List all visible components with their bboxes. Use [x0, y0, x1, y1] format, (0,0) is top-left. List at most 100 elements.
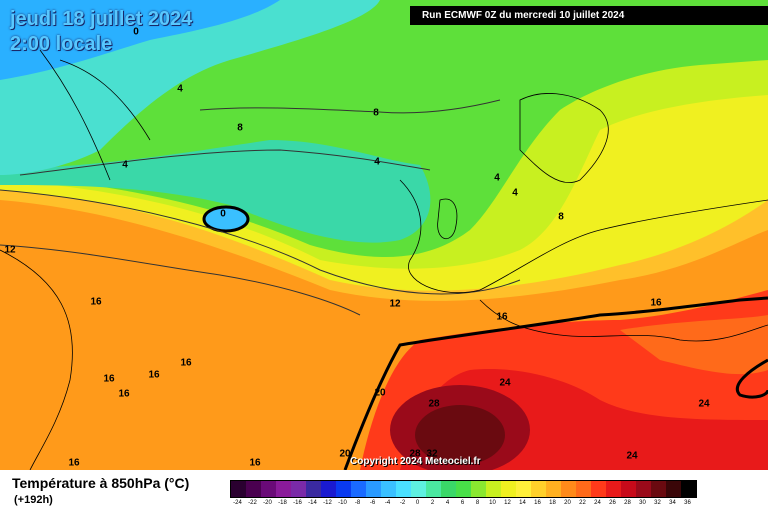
coastline-scandinavia — [519, 93, 609, 183]
map-label: 4 — [512, 187, 518, 199]
coastline-british-isles — [437, 198, 458, 240]
isotherm-16 — [0, 244, 361, 316]
map-label: 0 — [220, 208, 226, 220]
map-label: 24 — [698, 398, 710, 410]
isotherm-4 — [19, 149, 431, 176]
model-run-label: Run ECMWF 0Z du mercredi 10 juillet 2024 — [410, 6, 768, 25]
coastline-mediterranean — [479, 299, 768, 342]
color-scale-tick: -2 — [399, 500, 406, 506]
color-swatch — [366, 481, 381, 497]
map-label: 8 — [373, 107, 379, 119]
color-scale-tick: 0 — [415, 500, 420, 506]
color-scale-tick: 8 — [475, 500, 480, 506]
color-swatch — [291, 481, 306, 497]
color-swatch — [486, 481, 501, 497]
map-label: 12 — [389, 298, 401, 310]
coastline-americas — [0, 249, 73, 470]
color-scale-tick: -20 — [263, 500, 272, 506]
color-scale-tick: 10 — [489, 500, 496, 506]
color-scale-tick: -18 — [278, 500, 287, 506]
isotherm-12 — [0, 189, 521, 295]
map-label: 28 — [428, 398, 440, 410]
map-label: 4 — [494, 172, 500, 184]
isotherm-8 — [199, 99, 501, 114]
field-4 — [0, 140, 431, 243]
color-swatch — [666, 481, 681, 497]
color-scale-tick: -12 — [323, 500, 332, 506]
color-swatch — [321, 481, 336, 497]
map-label: 16 — [249, 457, 261, 469]
color-swatch — [261, 481, 276, 497]
color-scale-tick: 26 — [609, 500, 616, 506]
color-scale-tick: 6 — [460, 500, 465, 506]
color-scale-tick: 24 — [594, 500, 601, 506]
color-swatch — [651, 481, 666, 497]
map-label: 12 — [4, 244, 16, 256]
color-swatch — [681, 481, 696, 497]
cold-spot — [202, 205, 250, 233]
field-22 — [620, 315, 768, 375]
color-swatch — [531, 481, 546, 497]
color-scale-tick: 2 — [430, 500, 435, 506]
color-swatch — [231, 481, 246, 497]
map-label: 16 — [118, 388, 130, 400]
color-swatch — [381, 481, 396, 497]
field-0 — [0, 0, 280, 80]
color-swatch — [501, 481, 516, 497]
color-scale-tick: 18 — [549, 500, 556, 506]
color-scale-tick: -4 — [384, 500, 391, 506]
color-swatch — [441, 481, 456, 497]
color-swatch — [636, 481, 651, 497]
color-scale-tick: 28 — [624, 500, 631, 506]
legend-panel: Température à 850hPa (°C) (+192h) -24 -2 2… — [0, 470, 768, 512]
map-label: 16 — [650, 297, 662, 309]
color-swatch — [351, 481, 366, 497]
temperature-field — [0, 0, 768, 470]
map-label: 4 — [374, 156, 380, 168]
map-label: 16 — [180, 357, 192, 369]
map-label: 16 — [90, 296, 102, 308]
map-label: 24 — [499, 377, 511, 389]
color-swatch — [411, 481, 426, 497]
map-label: 20 — [339, 448, 351, 460]
color-swatch — [336, 481, 351, 497]
color-scale-tick: -10 — [338, 500, 347, 506]
map-label: 4 — [122, 159, 128, 171]
map-label: 20 — [374, 387, 386, 399]
color-scale-tick: 4 — [445, 500, 450, 506]
color-swatch — [606, 481, 621, 497]
map-label: 16 — [68, 457, 80, 469]
forecast-time: 2:00 locale — [10, 33, 113, 55]
legend-title: Température à 850hPa (°C) — [12, 475, 190, 491]
coastline-greenland — [39, 49, 151, 181]
color-swatch — [396, 481, 411, 497]
map-label: 16 — [148, 369, 160, 381]
map-label: 16 — [496, 311, 508, 323]
color-swatch — [246, 481, 261, 497]
isotherm-20 — [343, 296, 768, 470]
color-scale-ticks: -24 -22 -20 -18 -16 -14 -12 -10 -8 -6 -4 -2 0 2 4 6 8 10 1… — [230, 500, 695, 510]
field-32 — [415, 405, 505, 465]
color-scale-tick: -8 — [354, 500, 361, 506]
color-scale-tick: 22 — [579, 500, 586, 506]
temperature-map: jeudi 18 juillet 2024 2:00 locale Run EC… — [0, 0, 768, 470]
color-swatch — [426, 481, 441, 497]
color-scale-tick: 32 — [654, 500, 661, 506]
legend-subtitle: (+192h) — [14, 494, 53, 506]
color-swatch — [546, 481, 561, 497]
color-scale — [230, 480, 697, 498]
map-label: 0 — [133, 26, 139, 38]
color-scale-tick: -6 — [369, 500, 376, 506]
map-label: 16 — [103, 373, 115, 385]
color-swatch — [456, 481, 471, 497]
color-scale-tick: 36 — [684, 500, 691, 506]
color-scale-tick: -24 — [233, 500, 242, 506]
color-scale-tick: 16 — [534, 500, 541, 506]
color-scale-tick: -14 — [308, 500, 317, 506]
map-label: 32 — [426, 448, 438, 460]
map-label: 8 — [237, 122, 243, 134]
color-swatch — [276, 481, 291, 497]
color-swatch — [306, 481, 321, 497]
color-swatch — [621, 481, 636, 497]
color-scale-tick: 30 — [639, 500, 646, 506]
